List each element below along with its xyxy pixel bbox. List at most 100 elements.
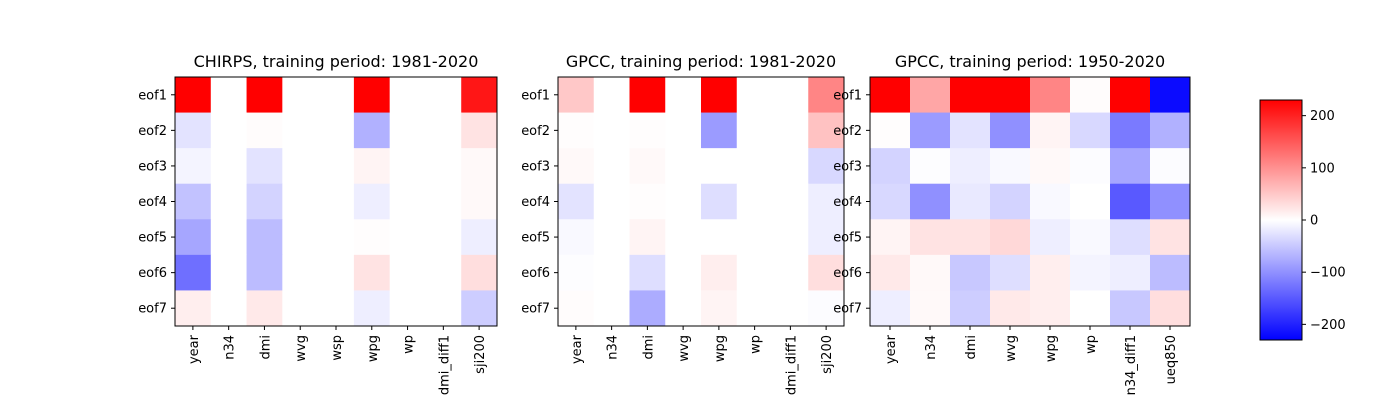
y-tick-label: eof7	[833, 302, 862, 317]
heatmap-cell	[389, 77, 426, 113]
heatmap-cell	[461, 219, 498, 256]
y-tick-label: eof6	[138, 266, 167, 281]
heatmap-cell	[990, 183, 1031, 220]
heatmap-cell	[808, 77, 845, 113]
heatmap-cell	[1110, 254, 1151, 291]
heatmap-cell	[353, 290, 391, 327]
heatmap-cell	[665, 183, 702, 220]
heatmap-cell	[629, 254, 666, 291]
heatmap-cell	[808, 112, 845, 149]
heatmap-cell	[1030, 219, 1071, 256]
heatmap-cell	[318, 254, 355, 291]
y-tick-label: eof5	[521, 231, 550, 246]
heatmap-panel-3: GPCC, training period: 1950-2020 eof1 eof2…	[833, 52, 1191, 395]
y-tick-label: eof7	[521, 302, 550, 317]
x-tick-label: wsp	[330, 335, 345, 361]
heatmap-cell	[593, 112, 630, 149]
heatmap-cell	[772, 148, 809, 185]
heatmap-cell	[318, 148, 355, 185]
x-tick-label: year	[884, 334, 899, 364]
heatmap-cell	[353, 183, 391, 220]
heatmap-cell	[593, 77, 630, 113]
y-tick-label: eof3	[138, 159, 167, 174]
heatmap-cell	[629, 112, 666, 149]
heatmap-panels: CHIRPS, training period: 1981-2020 eof1 eo…	[138, 52, 1191, 395]
x-tick-label: sji200	[473, 335, 488, 374]
heatmap-cell	[1110, 219, 1151, 256]
x-tick-label: wpg	[713, 335, 728, 362]
heatmap-cell	[389, 183, 426, 220]
heatmap-cell	[701, 183, 738, 220]
heatmap-cell	[1070, 148, 1111, 185]
heatmap-cell	[425, 77, 462, 113]
heatmap-cell	[701, 77, 738, 113]
heatmap-cell	[175, 148, 212, 185]
heatmap-cell	[353, 254, 391, 291]
heatmap-cell	[772, 290, 809, 327]
heatmap-cell	[910, 219, 951, 256]
heatmap-cell	[246, 183, 283, 220]
heatmap-cell	[665, 112, 702, 149]
heatmap-cell	[175, 290, 212, 327]
y-tick-label: eof6	[833, 266, 862, 281]
x-tick-label: wvg	[677, 335, 692, 362]
heatmap-cell	[425, 183, 462, 220]
heatmap-cell	[808, 219, 845, 256]
heatmap-cell	[282, 219, 319, 256]
heatmap-cell	[318, 77, 355, 113]
heatmap-cell	[246, 77, 283, 113]
heatmap-cell	[1110, 77, 1151, 113]
heatmap-cell	[736, 183, 773, 220]
heatmap-cell	[629, 148, 666, 185]
heatmap-cell	[1030, 290, 1071, 327]
heatmap-cell	[558, 112, 595, 149]
heatmap-cell	[175, 112, 212, 149]
colorbar-tick-label: 100	[1310, 161, 1335, 176]
heatmap-cell	[246, 219, 283, 256]
heatmap-cell	[282, 290, 319, 327]
x-tick-label: n34	[606, 335, 621, 360]
y-tick-label: eof4	[521, 195, 550, 210]
heatmap-cell	[318, 183, 355, 220]
heatmap-panel-1: CHIRPS, training period: 1981-2020 eof1 eo…	[138, 52, 498, 395]
x-tick-label: year	[570, 334, 585, 364]
y-tick-label: eof2	[833, 124, 862, 139]
heatmap-cell	[910, 77, 951, 113]
heatmap-cell	[950, 77, 991, 113]
heatmap-cell	[990, 148, 1031, 185]
heatmap-cell	[425, 254, 462, 291]
heatmap-cell	[1030, 254, 1071, 291]
heatmap-cell	[593, 219, 630, 256]
heatmap-cell	[175, 219, 212, 256]
heatmap-cell	[210, 290, 247, 327]
colorbar-tick-label: 0	[1310, 214, 1318, 229]
heatmap-cell	[808, 148, 845, 185]
heatmap-cell	[772, 77, 809, 113]
heatmap-cell	[1110, 112, 1151, 149]
heatmap-cell	[461, 290, 498, 327]
heatmap-cell	[1070, 254, 1111, 291]
heatmap-cell	[210, 77, 247, 113]
heatmap-cell	[736, 77, 773, 113]
y-tick-label: eof5	[138, 231, 167, 246]
heatmap-cell	[246, 290, 283, 327]
heatmap-cell	[318, 290, 355, 327]
heatmap-cell	[318, 219, 355, 256]
heatmap-cell	[772, 112, 809, 149]
heatmap-cell	[990, 112, 1031, 149]
colorbar-tick-label: −100	[1310, 266, 1346, 281]
heatmap-cell	[701, 112, 738, 149]
heatmap-cell	[282, 148, 319, 185]
heatmap-cell	[210, 112, 247, 149]
heatmap-cell	[808, 254, 845, 291]
heatmap-cell	[665, 290, 702, 327]
heatmap-cell	[950, 183, 991, 220]
heatmap-cell	[558, 290, 595, 327]
panel-title: CHIRPS, training period: 1981-2020	[194, 52, 479, 71]
heatmap-cell	[389, 219, 426, 256]
heatmap-cell	[1150, 112, 1191, 149]
heatmap-cell	[772, 219, 809, 256]
heatmap-cell	[282, 183, 319, 220]
heatmap-cell	[1070, 77, 1111, 113]
x-tick-label: n34_diff1	[1124, 335, 1139, 395]
